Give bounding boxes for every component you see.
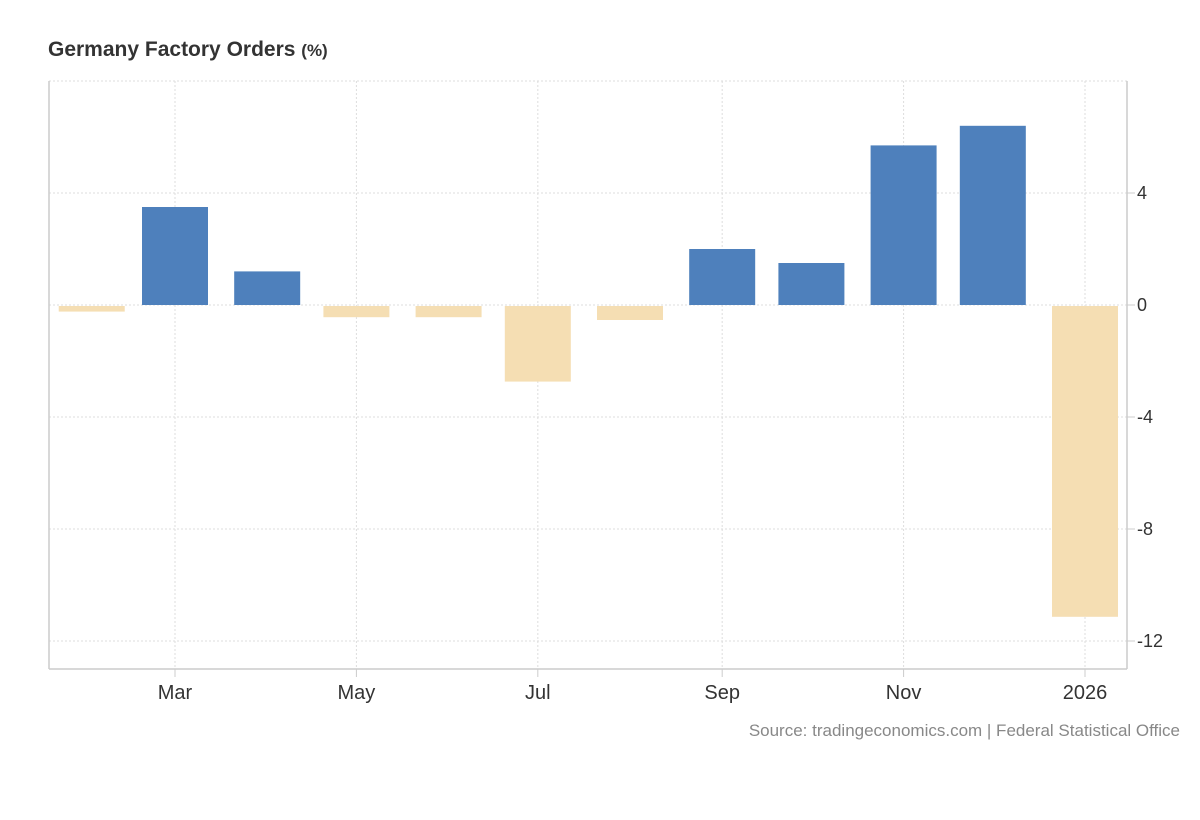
x-tick-label: Sep (704, 682, 740, 704)
bar-jun-2025 (415, 306, 482, 318)
bar-jan-2026 (1052, 306, 1118, 617)
x-tick-label: Jul (525, 682, 551, 704)
bar-dec-2025 (959, 125, 1026, 305)
bar-apr-2025 (234, 271, 301, 305)
x-tick-label: Nov (886, 682, 922, 704)
x-tick-label: Mar (158, 682, 193, 704)
bar-nov-2025 (870, 145, 937, 305)
source-note: Source: tradingeconomics.com | Federal S… (748, 721, 1180, 740)
y-tick-label: -4 (1137, 407, 1153, 427)
bar-may-2025 (323, 306, 390, 318)
bar-jul-2025 (504, 306, 571, 382)
bar-feb-2025 (58, 306, 125, 312)
chart-title: Germany Factory Orders (%) (48, 38, 328, 62)
bar-sep-2025 (689, 249, 756, 305)
bar-oct-2025 (778, 263, 845, 305)
y-tick-label: 0 (1137, 295, 1147, 315)
bar-mar-2025 (142, 207, 208, 305)
y-tick-label: -12 (1137, 631, 1163, 651)
bar-aug-2025 (597, 306, 663, 320)
chart-title-text: Germany Factory Orders (48, 38, 296, 61)
chart-unit: (%) (301, 41, 328, 60)
y-tick-label: -8 (1137, 519, 1153, 539)
x-tick-label: 2026 (1063, 682, 1108, 704)
x-tick-label: May (338, 682, 376, 704)
y-tick-label: 4 (1137, 183, 1147, 203)
